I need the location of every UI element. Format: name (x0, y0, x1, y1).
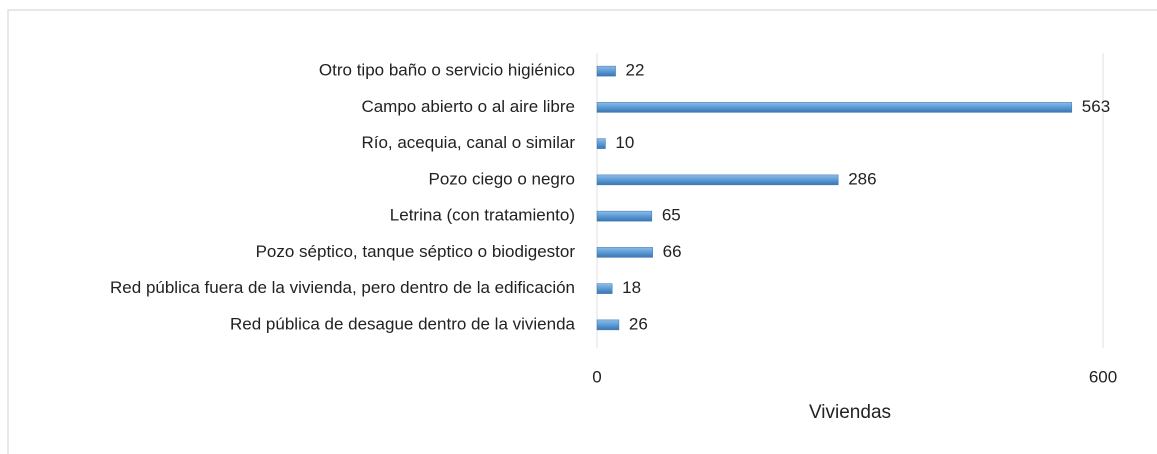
value-label: 18 (622, 278, 641, 297)
bar (596, 102, 1073, 113)
value-label: 26 (629, 314, 648, 333)
y-tick-label: Río, acequia, canal o similar (361, 133, 575, 152)
bar (596, 319, 620, 331)
value-label: 22 (626, 61, 645, 80)
bar (596, 283, 613, 294)
y-tick-label: Pozo séptico, tanque séptico o biodigest… (256, 242, 576, 261)
value-label: 563 (1082, 97, 1110, 116)
x-axis-label: Viviendas (809, 402, 891, 423)
value-label: 286 (848, 169, 876, 188)
x-tick-label: 600 (1089, 367, 1117, 386)
y-tick-label: Letrina (con tratamiento) (390, 206, 575, 225)
value-label: 65 (662, 206, 681, 225)
y-tick-label: Red pública de desague dentro de la vivi… (230, 314, 576, 333)
bar (596, 247, 653, 258)
y-tick-label: Otro tipo baño o servicio higiénico (319, 61, 575, 80)
bar (596, 138, 606, 149)
chart-frame (7, 9, 1157, 454)
x-tick-label: 0 (592, 367, 601, 386)
value-label: 66 (663, 242, 682, 261)
bar (596, 174, 839, 186)
y-tick-label: Red pública fuera de la vivienda, pero d… (110, 278, 575, 297)
bar (596, 210, 653, 222)
y-tick-label: Pozo ciego o negro (429, 169, 576, 188)
value-label: 10 (615, 133, 634, 152)
y-tick-label: Campo abierto o al aire libre (361, 97, 575, 116)
bar (596, 65, 616, 77)
